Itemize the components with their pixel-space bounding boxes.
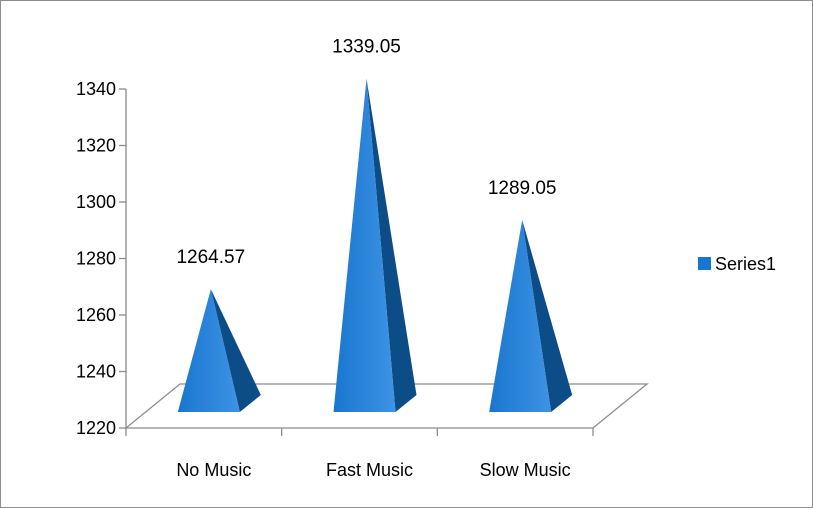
y-tick-label: 1280 (76, 249, 116, 269)
pyramid-front-face (177, 289, 240, 412)
data-label: 1339.05 (332, 37, 401, 58)
y-tick-label: 1240 (76, 362, 116, 382)
y-tick-label: 1320 (76, 136, 116, 156)
pyramid-side-face (522, 219, 573, 412)
x-category-label: No Music (176, 460, 251, 480)
y-tick-label: 1300 (76, 192, 116, 212)
x-category-label: Slow Music (480, 460, 571, 480)
legend-swatch (698, 257, 711, 270)
data-label: 1289.05 (488, 178, 557, 199)
bar-slow-music (489, 219, 573, 412)
data-label: 1264.57 (176, 247, 245, 268)
pyramid-side-face (366, 78, 417, 412)
x-category-label: Fast Music (326, 460, 413, 480)
y-tick-label: 1260 (76, 305, 116, 325)
legend: Series1 (698, 254, 776, 274)
bar-no-music (177, 289, 261, 412)
y-tick-label: 1220 (76, 418, 116, 438)
pyramid-front-face (489, 219, 552, 412)
pyramid-side-face (210, 289, 261, 412)
y-tick-label: 1340 (76, 79, 116, 99)
legend-label: Series1 (715, 254, 776, 274)
pyramid-front-face (333, 78, 396, 412)
bar-fast-music (333, 78, 417, 412)
